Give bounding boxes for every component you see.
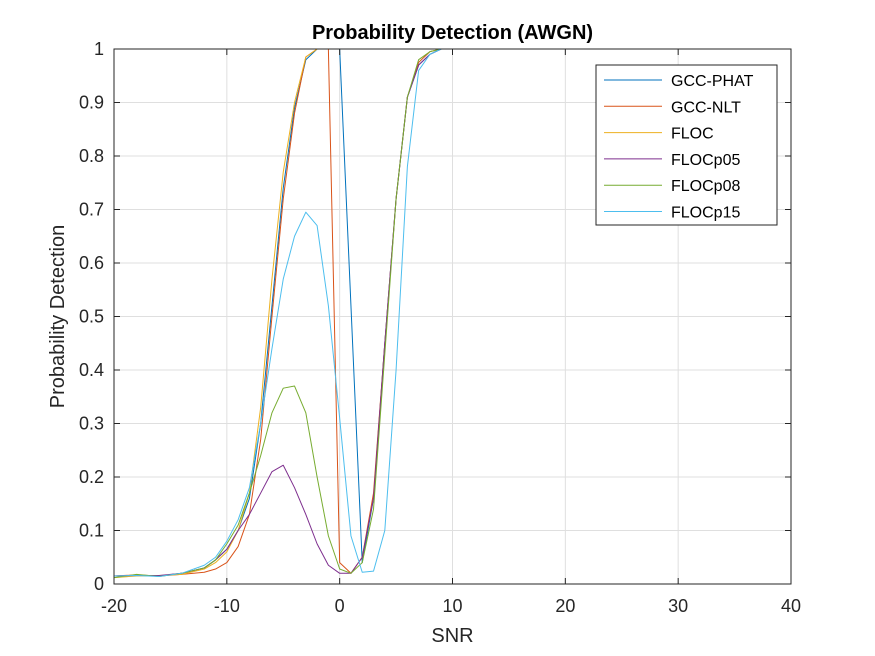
- x-tick-label: 10: [442, 596, 462, 616]
- legend-label: GCC-NLT: [671, 99, 741, 116]
- y-tick-label: 0.8: [79, 146, 104, 166]
- legend-label: FLOCp15: [671, 205, 740, 222]
- y-tick-label: 0.4: [79, 360, 104, 380]
- x-tick-label: -20: [101, 596, 127, 616]
- legend-box: [595, 64, 778, 226]
- x-tick-label: 30: [668, 596, 688, 616]
- y-tick-label: 0.1: [79, 521, 104, 541]
- chart-title: Probability Detection (AWGN): [312, 22, 593, 44]
- x-axis-label: SNR: [431, 625, 473, 647]
- legend-label: FLOC: [671, 126, 714, 143]
- ticks: -20 -10 0 10 20 30 40 0 0.1 0.2 0.3 0.4 0.5 0.6 0.7 0.8…: [79, 39, 801, 616]
- legend-label: FLOCp05: [671, 152, 740, 169]
- x-tick-label: 0: [335, 596, 345, 616]
- legend-label: FLOCp08: [671, 178, 740, 195]
- legend: GCC-PHAT GCC-NLT FLOC FLOCp05 FLOCp08 FLOCp15: [595, 64, 778, 226]
- series-line-flocp15: [113, 48, 791, 578]
- x-tick-label: 40: [781, 596, 801, 616]
- y-tick-label: 1: [94, 39, 104, 59]
- y-axis-label: Probability Detection: [47, 225, 69, 408]
- y-tick-label: 0.9: [79, 93, 104, 113]
- series-line-flocp08: [113, 48, 791, 579]
- y-tick-label: 0.5: [79, 307, 104, 327]
- y-tick-label: 0.3: [79, 414, 104, 434]
- y-tick-label: 0: [94, 574, 104, 594]
- y-tick-label: 0.6: [79, 253, 104, 273]
- legend-label: GCC-PHAT: [671, 73, 754, 90]
- y-tick-label: 0.7: [79, 200, 104, 220]
- x-tick-label: 20: [555, 596, 575, 616]
- x-tick-label: -10: [214, 596, 240, 616]
- y-tick-label: 0.2: [79, 467, 104, 487]
